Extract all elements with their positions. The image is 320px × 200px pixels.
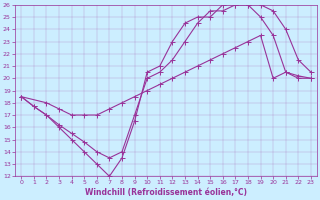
- X-axis label: Windchill (Refroidissement éolien,°C): Windchill (Refroidissement éolien,°C): [85, 188, 247, 197]
